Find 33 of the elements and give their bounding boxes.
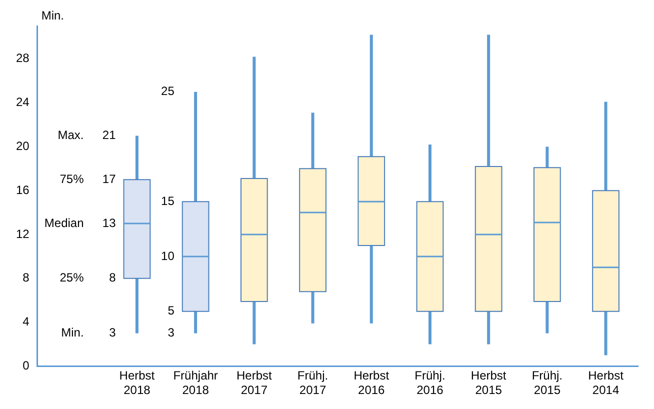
x-tick-label: Herbst 2014 bbox=[588, 368, 624, 398]
text: 25% bbox=[60, 270, 84, 285]
text: Max. bbox=[58, 128, 84, 142]
annotation: 5 bbox=[168, 304, 175, 318]
x-tick-label: Frühj. 2015 bbox=[532, 368, 563, 398]
text: Median bbox=[44, 216, 84, 230]
annotation: 17 bbox=[102, 172, 116, 186]
x-tick-label: Herbst 2018 bbox=[119, 368, 156, 398]
y-tick-label: 24 bbox=[16, 95, 30, 110]
annotation: 3 bbox=[109, 326, 116, 340]
annotation: 25 bbox=[161, 84, 175, 98]
y-tick-label: 28 bbox=[16, 51, 30, 66]
y-tick-label: 12 bbox=[16, 226, 30, 241]
y-tick-label: 8 bbox=[22, 270, 30, 285]
x-tick-label: Herbst 2015 bbox=[470, 368, 507, 398]
annotation: 8 bbox=[109, 270, 116, 285]
y-tick-label: 0 bbox=[22, 358, 30, 373]
y-tick-label: 20 bbox=[16, 139, 30, 154]
x-tick-label: Frühj. 2016 bbox=[414, 368, 446, 398]
text: 75% bbox=[60, 172, 84, 186]
annotation: 15 bbox=[161, 194, 175, 208]
annotation: 3 bbox=[168, 326, 175, 340]
x-tick-label: Herbst 2017 bbox=[236, 368, 273, 398]
y-tick-label: 4 bbox=[22, 314, 30, 329]
annotation: 21 bbox=[102, 128, 116, 142]
x-tick-label: Herbst 2016 bbox=[354, 368, 390, 398]
annotation: 13 bbox=[102, 216, 116, 230]
y-axis-title: Min. bbox=[61, 326, 84, 340]
x-tick-label: Frühjahr 2018 bbox=[173, 368, 218, 398]
annotation: 10 bbox=[161, 248, 175, 263]
y-tick-label: 16 bbox=[16, 182, 30, 197]
text: Min. bbox=[41, 8, 64, 22]
x-tick-label: Frühj. 2017 bbox=[297, 368, 328, 398]
